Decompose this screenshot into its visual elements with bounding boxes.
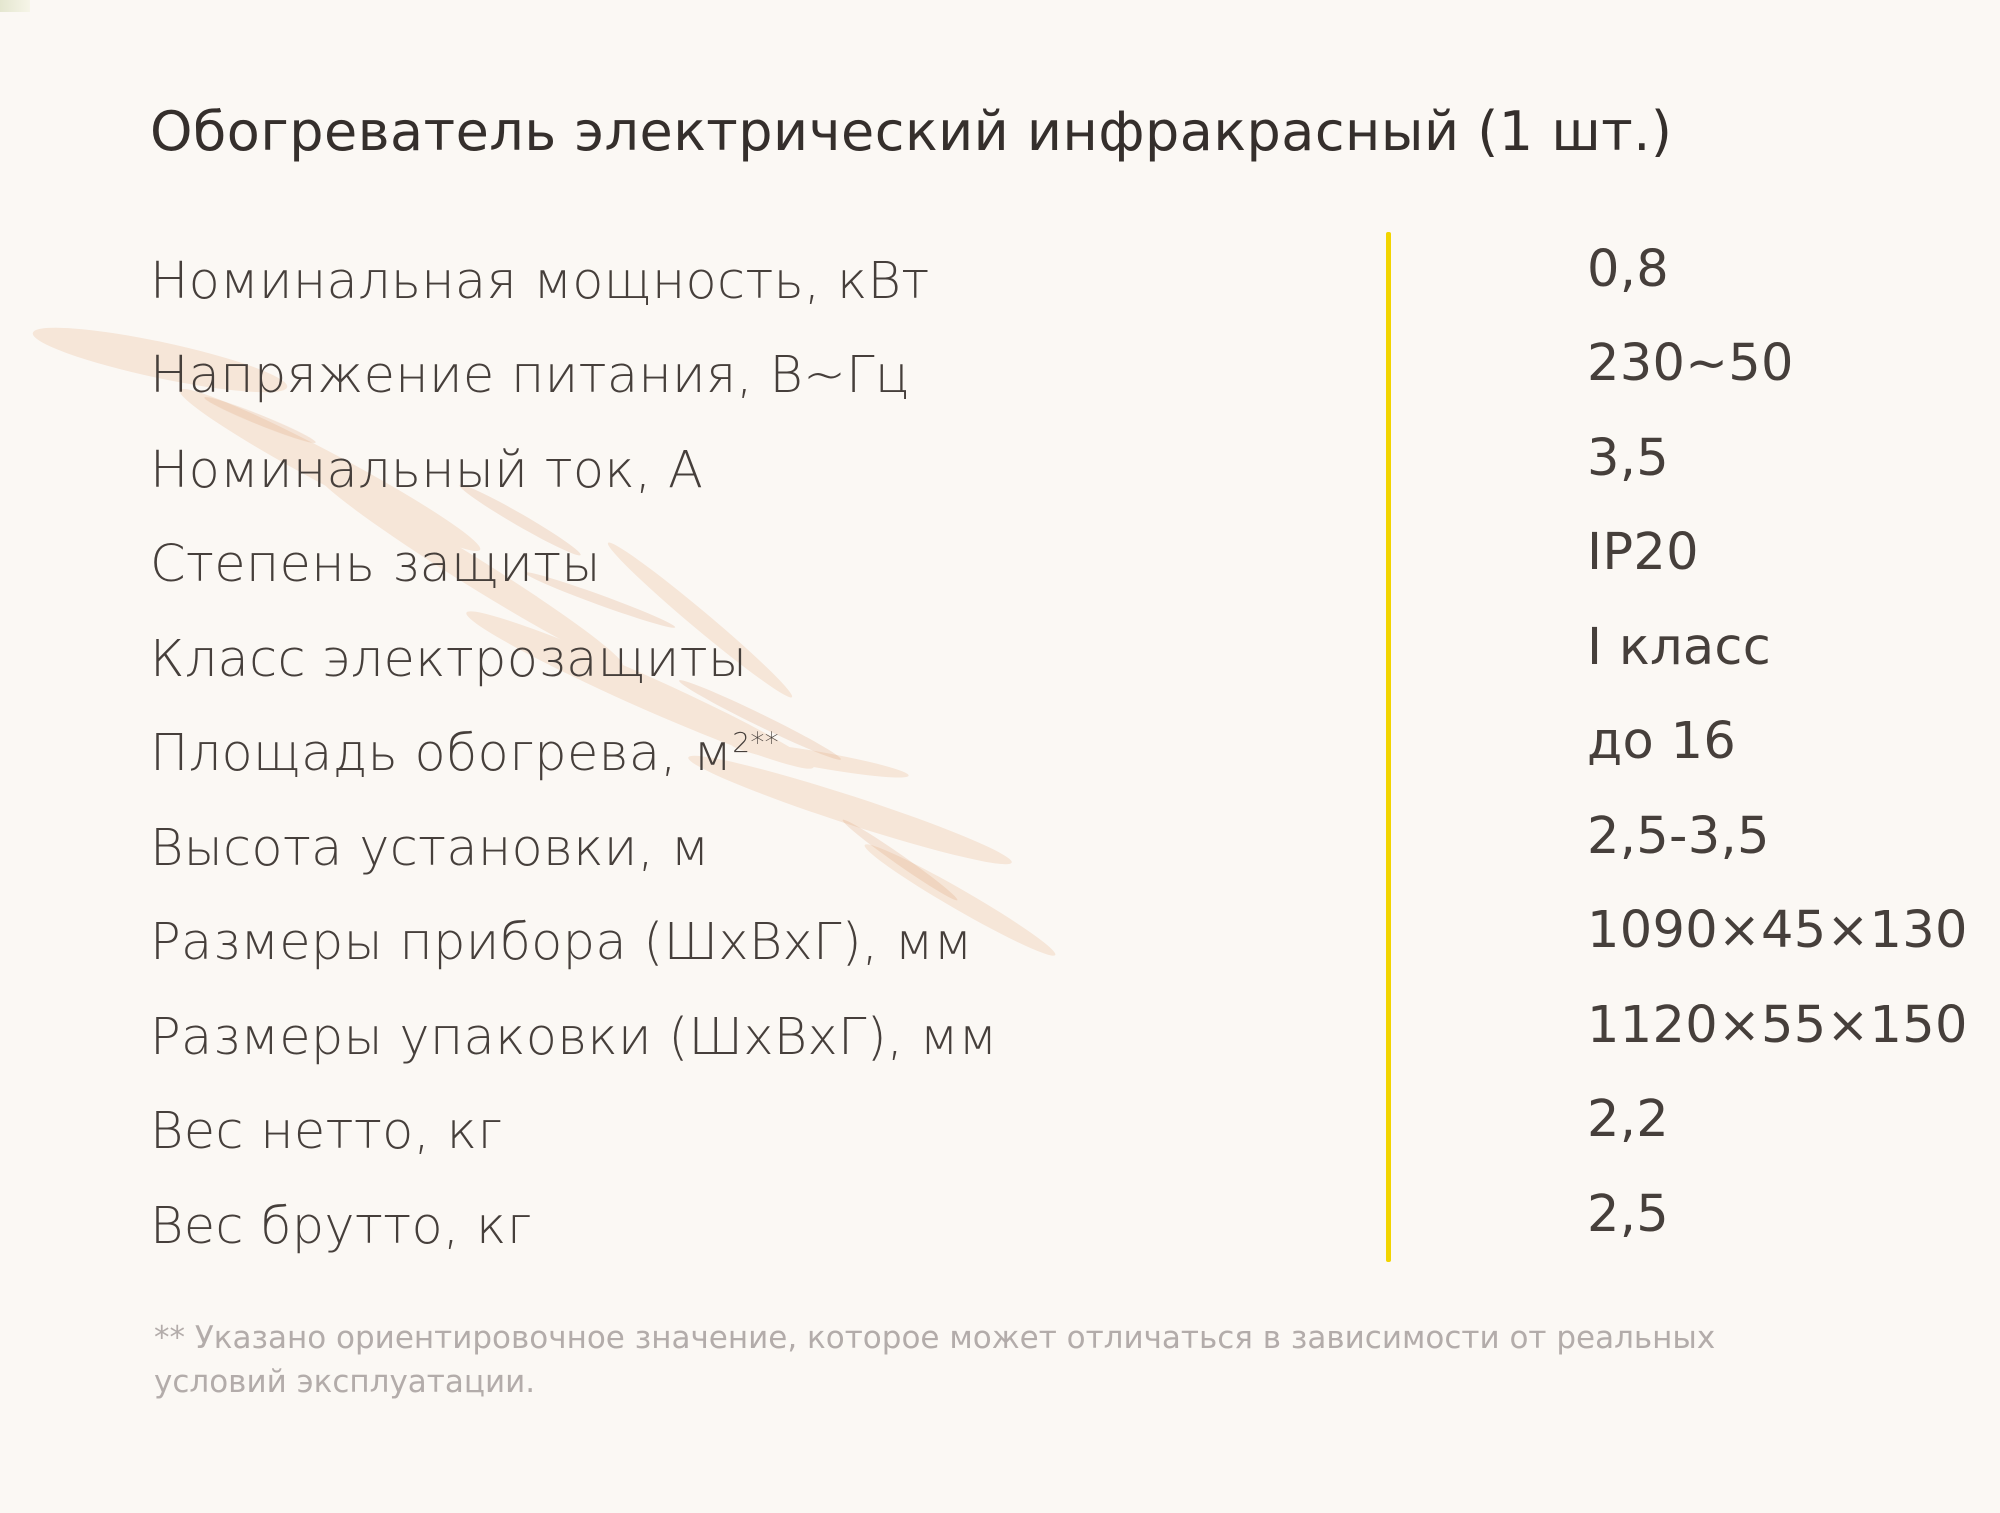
spec-row: Степень защиты IP20 <box>0 523 2000 629</box>
spec-value: 1120×55×150 <box>1587 996 1968 1055</box>
spec-label: Площадь обогрева, м2** <box>150 724 779 783</box>
spec-label: Напряжение питания, В~Гц <box>150 346 910 405</box>
spec-row: Номинальная мощность, кВт 0,8 <box>0 240 2000 346</box>
product-title: Обогреватель электрический инфракрасный … <box>150 100 1673 163</box>
spec-label: Номинальная мощность, кВт <box>150 252 930 311</box>
spec-label: Размеры прибора (ШхВхГ), мм <box>150 913 973 972</box>
spec-row: Напряжение питания, В~Гц 230~50 <box>0 334 2000 440</box>
spec-value: IP20 <box>1587 523 1699 582</box>
spec-label: Степень защиты <box>150 535 601 594</box>
spec-label: Вес нетто, кг <box>150 1102 503 1161</box>
spec-value: 2,2 <box>1587 1090 1670 1149</box>
spec-value: 3,5 <box>1587 429 1670 488</box>
spec-label: Класс электрозащиты <box>150 630 748 689</box>
spec-label-text: Площадь обогрева, м <box>150 724 733 783</box>
corner-print-mark <box>0 0 30 12</box>
spec-label: Высота установки, м <box>150 819 710 878</box>
spec-label-superscript: 2** <box>732 726 779 759</box>
spec-value: до 16 <box>1587 712 1737 771</box>
spec-value: 2,5-3,5 <box>1587 807 1770 866</box>
spec-row: Площадь обогрева, м2** до 16 <box>0 712 2000 818</box>
spec-row: Вес брутто, кг 2,5 <box>0 1185 2000 1291</box>
spec-row: Вес нетто, кг 2,2 <box>0 1090 2000 1196</box>
spec-label: Размеры упаковки (ШхВхГ), мм <box>150 1008 998 1067</box>
spec-row: Размеры прибора (ШхВхГ), мм 1090×45×130 <box>0 901 2000 1007</box>
spec-value: I класс <box>1587 618 1772 677</box>
spec-value: 2,5 <box>1587 1185 1670 1244</box>
spec-row: Высота установки, м 2,5-3,5 <box>0 807 2000 913</box>
column-divider <box>1386 232 1391 1262</box>
spec-row: Размеры упаковки (ШхВхГ), мм 1120×55×150 <box>0 996 2000 1102</box>
spec-row: Номинальный ток, А 3,5 <box>0 429 2000 535</box>
spec-label: Номинальный ток, А <box>150 441 704 500</box>
spec-value: 230~50 <box>1587 334 1794 393</box>
spec-value: 0,8 <box>1587 240 1670 299</box>
spec-label: Вес брутто, кг <box>150 1197 532 1256</box>
spec-row: Класс электрозащиты I класс <box>0 618 2000 724</box>
spec-value: 1090×45×130 <box>1587 901 1968 960</box>
footnote: ** Указано ориентировочное значение, кот… <box>154 1320 1716 1400</box>
